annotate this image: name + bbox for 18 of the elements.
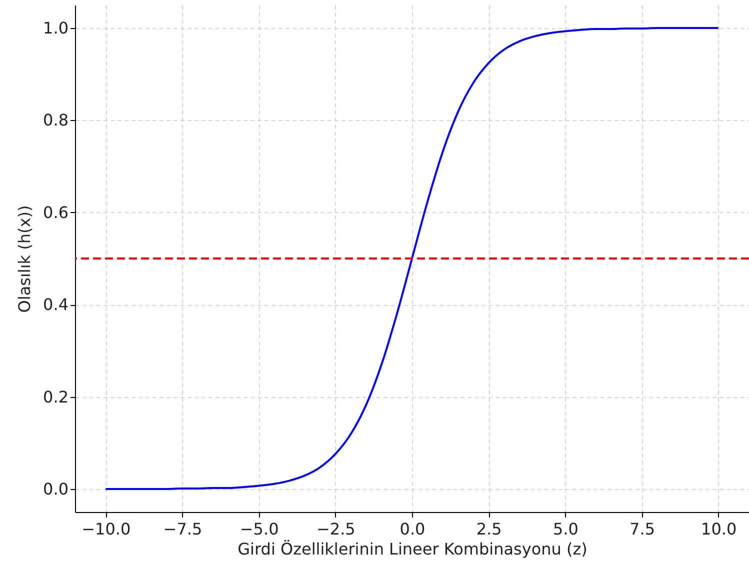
x-tick-label: −5.0 — [240, 520, 279, 538]
y-axis-title: Olasılık (h(x)) — [15, 205, 34, 313]
x-tick-label: 5.0 — [552, 520, 578, 538]
y-tick-label: 0.4 — [43, 295, 68, 314]
y-tick-label: 1.0 — [43, 18, 68, 38]
x-tick-label: 10.0 — [701, 520, 737, 538]
y-tick-label: 0.0 — [43, 479, 68, 498]
x-axis-title: Girdi Özelliklerinin Lineer Kombinasyonu (z) — [238, 540, 588, 558]
x-tick-label: 0.0 — [400, 520, 426, 538]
x-tick-label: −7.5 — [163, 520, 202, 538]
x-tick-label: −10.0 — [82, 520, 131, 538]
x-tick-label: −2.5 — [316, 520, 356, 538]
line-series — [104, 27, 720, 490]
y-tick-label: 0.2 — [43, 387, 68, 406]
x-tick-label: 7.5 — [630, 520, 655, 538]
x-tick-label: 2.5 — [476, 520, 502, 538]
y-tick-label: 0.6 — [43, 202, 68, 222]
y-tick-label: 0.8 — [43, 110, 68, 130]
